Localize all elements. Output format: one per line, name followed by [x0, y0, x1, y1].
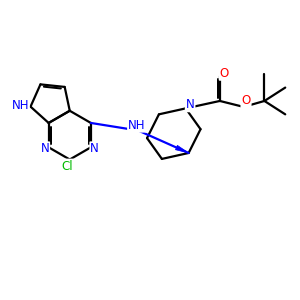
Text: O: O: [242, 94, 250, 107]
Polygon shape: [176, 146, 189, 153]
Text: N: N: [40, 142, 49, 155]
Text: O: O: [220, 67, 229, 80]
Text: N: N: [186, 98, 194, 111]
Text: N: N: [90, 142, 99, 155]
Text: NH: NH: [128, 119, 146, 132]
Text: NH: NH: [11, 99, 29, 112]
Text: Cl: Cl: [61, 160, 73, 172]
